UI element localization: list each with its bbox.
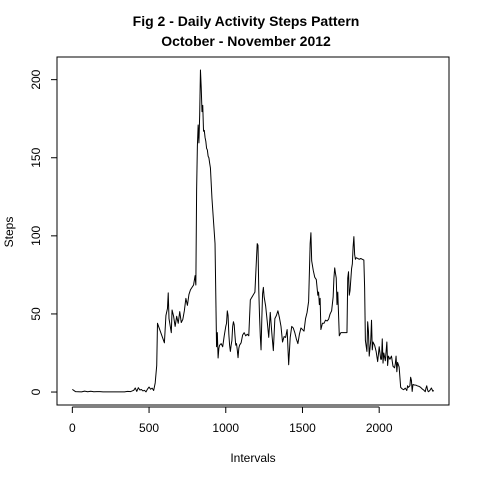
data-layer — [72, 69, 435, 393]
axis-layer: 0 500 1000 1500 2000 0 50 100 150 200 — [29, 69, 393, 435]
x-tick-label: 1000 — [212, 421, 239, 435]
y-axis-label: Steps — [2, 217, 16, 248]
x-tick-label: 500 — [139, 421, 159, 435]
chart-subtitle: October - November 2012 — [161, 33, 331, 49]
x-tick-label: 2000 — [366, 421, 393, 435]
y-tick-label: 100 — [29, 226, 43, 246]
y-tick-label: 200 — [29, 69, 43, 89]
y-tick-label: 0 — [29, 388, 43, 395]
y-tick-label: 50 — [29, 307, 43, 321]
series-line-1 — [72, 69, 435, 393]
x-tick-label: 1500 — [289, 421, 316, 435]
x-tick-label: 0 — [69, 421, 76, 435]
chart-title: Fig 2 - Daily Activity Steps Pattern — [133, 13, 360, 29]
y-tick-label: 150 — [29, 147, 43, 167]
x-axis-label: Intervals — [230, 451, 275, 465]
